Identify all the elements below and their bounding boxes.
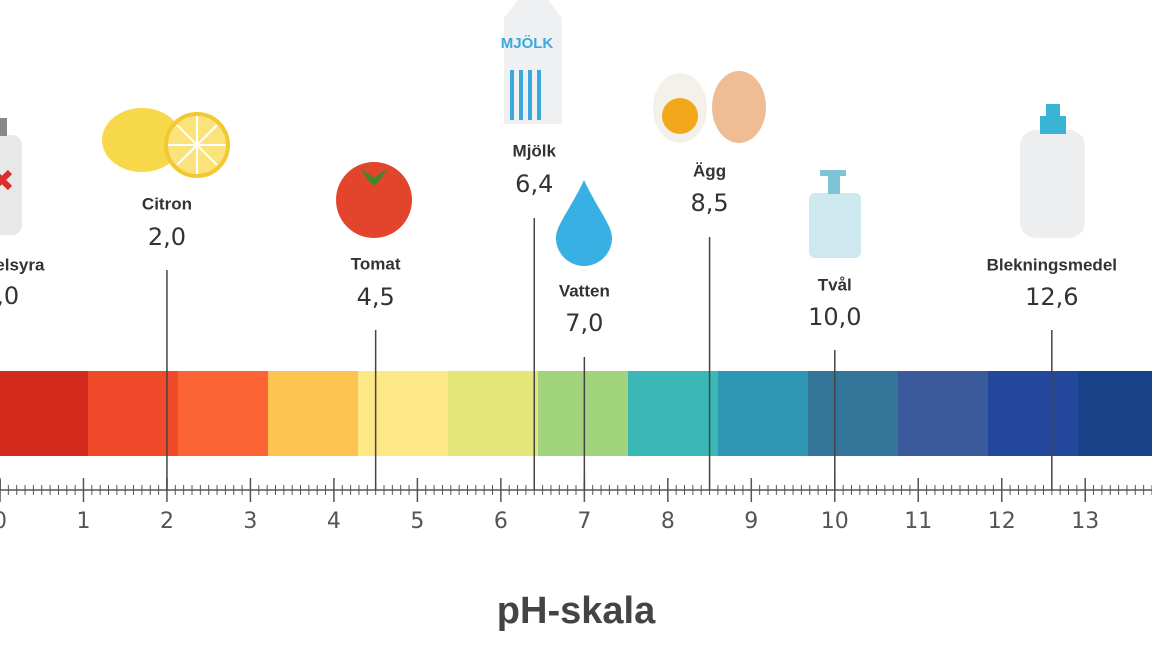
- color-band: [988, 371, 1079, 456]
- color-band: [898, 371, 989, 456]
- x-tick-label: 10: [821, 509, 849, 534]
- svg-text:MJÖLK: MJÖLK: [501, 35, 554, 52]
- icons: MJÖLK: [0, 0, 1085, 266]
- x-tick-label: 9: [744, 509, 758, 534]
- color-band: [88, 371, 179, 456]
- item-value: 0,0: [0, 282, 19, 310]
- item-label: Blekningsmedel: [987, 255, 1117, 274]
- color-bands: [0, 371, 1152, 456]
- item-value: 7,0: [565, 309, 603, 337]
- x-tick-label: 7: [577, 509, 591, 534]
- x-tick-label: 0: [0, 509, 7, 534]
- color-band: [0, 371, 89, 456]
- x-tick-label: 4: [327, 509, 341, 534]
- item-label: Tvål: [818, 275, 852, 294]
- x-tick-label: 2: [160, 509, 174, 534]
- color-band: [268, 371, 359, 456]
- x-tick-label: 13: [1071, 509, 1099, 534]
- color-band: [538, 371, 629, 456]
- color-band: [628, 371, 719, 456]
- item-value: 12,6: [1025, 283, 1078, 311]
- chart-title: pH-skala: [497, 590, 656, 632]
- items: Svavelsyra 0,0 Citron 2,0 Tomat 4,5 Mjölk 6,4 Va…: [0, 141, 1117, 490]
- axis: 012345678910111213: [0, 478, 1152, 534]
- item-value: 6,4: [515, 170, 553, 198]
- color-band: [178, 371, 269, 456]
- x-tick-label: 12: [988, 509, 1016, 534]
- color-band: [808, 371, 899, 456]
- item-label: Svavelsyra: [0, 255, 45, 274]
- item-label: Vatten: [559, 281, 610, 300]
- item-value: 10,0: [808, 303, 861, 331]
- x-tick-label: 11: [904, 509, 932, 534]
- item-label: Ägg: [693, 161, 726, 180]
- x-tick-label: 5: [410, 509, 424, 534]
- color-band: [1078, 371, 1152, 456]
- item-value: 8,5: [690, 189, 728, 217]
- item-value: 2,0: [148, 223, 186, 251]
- item-label: Citron: [142, 194, 192, 213]
- x-tick-label: 6: [494, 509, 508, 534]
- x-tick-label: 3: [243, 509, 257, 534]
- item-label: Mjölk: [513, 141, 557, 160]
- item-value: 4,5: [357, 283, 395, 311]
- x-tick-label: 8: [661, 509, 675, 534]
- x-tick-label: 1: [76, 509, 90, 534]
- color-band: [358, 371, 449, 456]
- item-label: Tomat: [351, 254, 401, 273]
- color-band: [448, 371, 539, 456]
- color-band: [718, 371, 809, 456]
